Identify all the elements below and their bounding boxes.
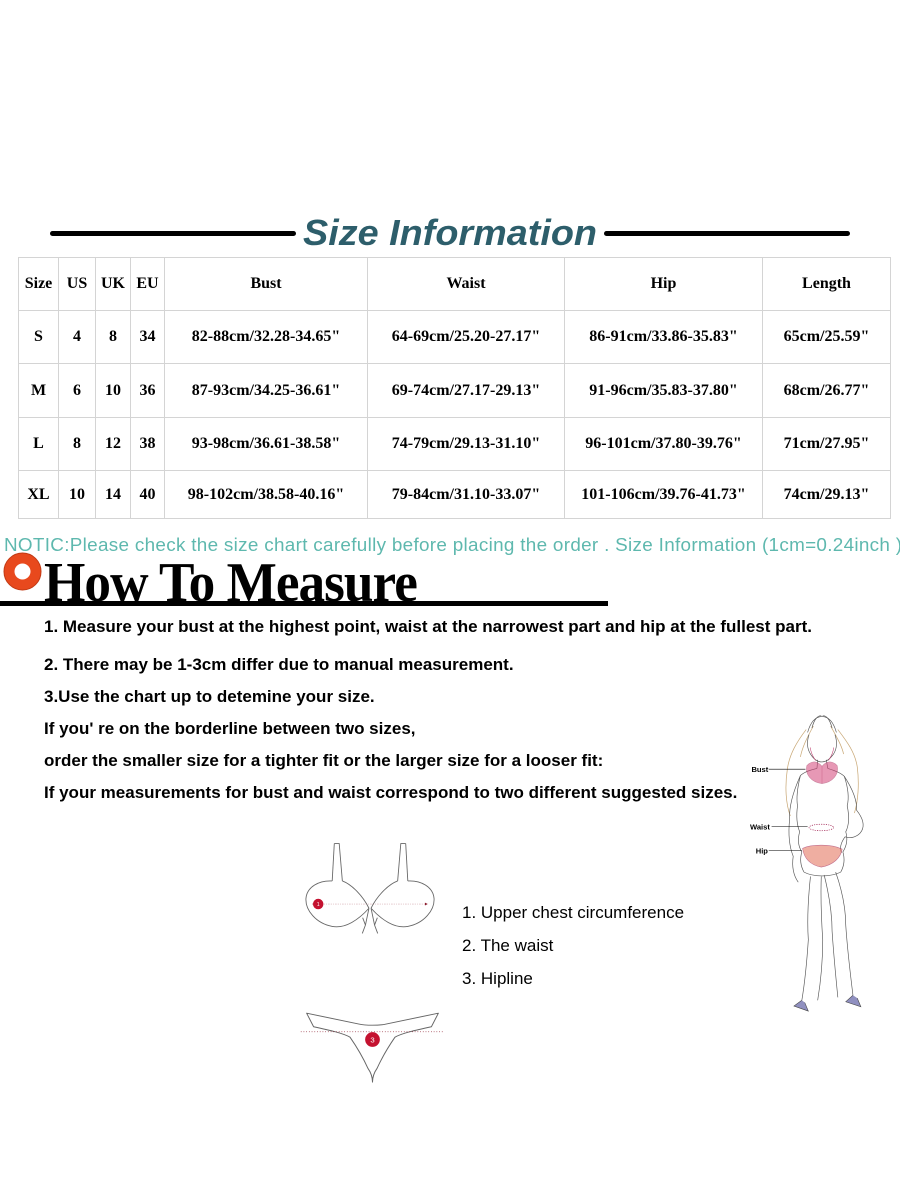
svg-text:Hip: Hip xyxy=(756,846,769,855)
svg-text:3: 3 xyxy=(370,1035,374,1044)
svg-text:Waist: Waist xyxy=(750,823,770,832)
svg-text:Bust: Bust xyxy=(751,765,768,774)
svg-text:1: 1 xyxy=(317,902,320,908)
